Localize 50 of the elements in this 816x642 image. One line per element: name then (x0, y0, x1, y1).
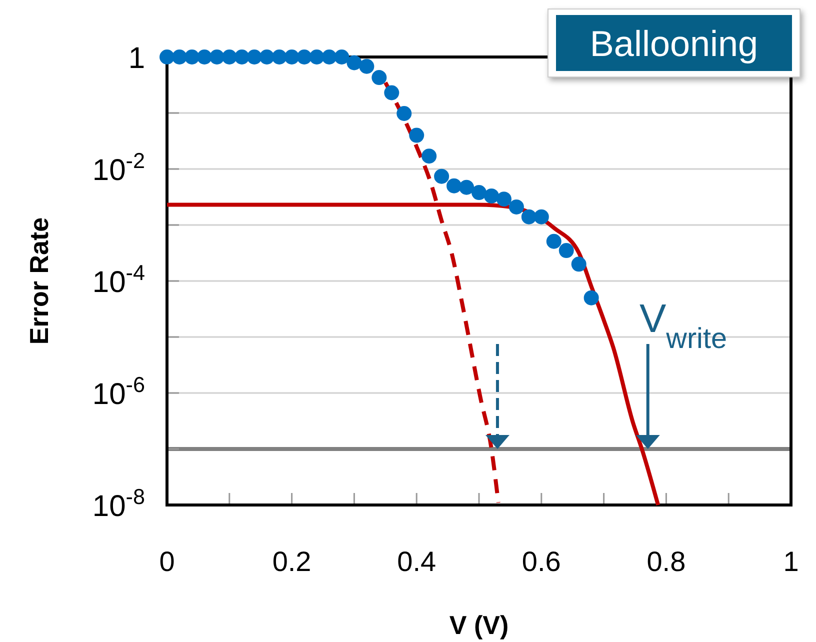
x-tick-label: 1 (783, 546, 799, 577)
point (246, 50, 262, 64)
point (384, 85, 400, 100)
point (472, 185, 486, 200)
point (434, 168, 450, 184)
point (222, 50, 237, 64)
x-tick-label: 0.8 (646, 546, 686, 577)
point (359, 58, 374, 74)
point (508, 199, 524, 214)
annotation: V$_{write}$ (639, 297, 727, 355)
x-tick-label: 0.4 (397, 546, 436, 577)
point (446, 178, 462, 194)
x-tick-label: 0 (159, 546, 175, 577)
point (496, 192, 512, 207)
point (409, 128, 424, 143)
annotation: Ballooning (590, 23, 758, 64)
point (546, 234, 562, 249)
x-tick-label: 0.6 (522, 546, 561, 577)
point (284, 50, 300, 64)
point (584, 290, 599, 306)
point (571, 256, 586, 272)
point (196, 50, 212, 64)
point (209, 50, 224, 64)
point (296, 50, 312, 64)
point (558, 243, 574, 258)
point (422, 148, 437, 164)
point (309, 50, 324, 64)
y-tick-label: 10$^{-8}$ (92, 484, 145, 523)
point (160, 50, 174, 64)
point (234, 50, 250, 64)
point (184, 50, 200, 64)
y-tick-label: 10$^{-2}$ (92, 148, 145, 187)
x-axis-title: V (V) (449, 610, 509, 640)
point (272, 50, 287, 64)
point (322, 50, 337, 64)
point (259, 50, 274, 64)
point (521, 209, 536, 224)
y-axis-title: Error Rate (24, 217, 54, 345)
y-tick-label: 10$^{-6}$ (92, 372, 145, 411)
point (459, 180, 474, 195)
point (484, 188, 499, 204)
point (372, 70, 387, 86)
point (346, 55, 362, 70)
point (396, 106, 412, 121)
y-tick-label: 10$^{-4}$ (92, 260, 145, 299)
point (172, 50, 187, 64)
y-tick-label: 1 (128, 42, 145, 75)
x-tick-label: 0.2 (272, 546, 312, 577)
point (334, 50, 350, 64)
point (534, 209, 549, 224)
